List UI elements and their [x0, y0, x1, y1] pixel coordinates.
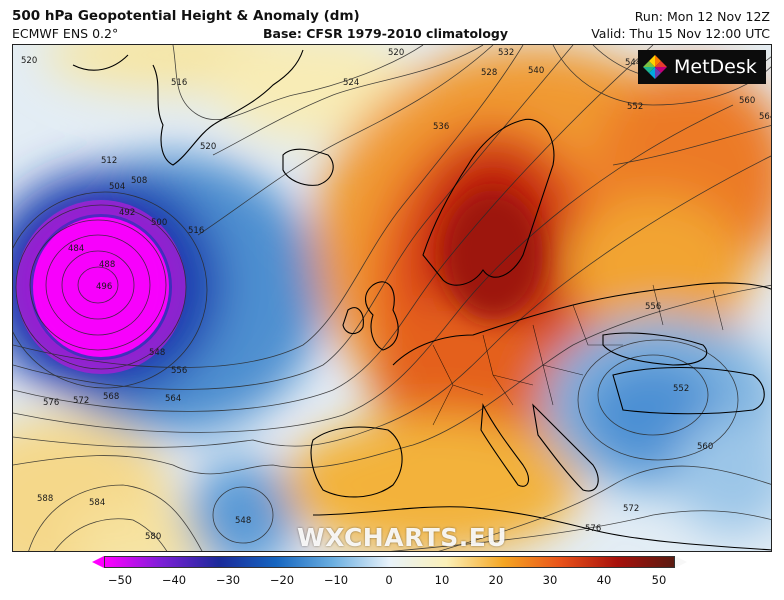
height-contours: [13, 45, 771, 551]
contour-label: 560: [697, 442, 713, 452]
contour-label: 484: [68, 244, 84, 254]
contour-label: 516: [188, 226, 204, 236]
colorbar-gradient: [104, 556, 675, 568]
contour-label: 552: [627, 102, 643, 112]
base-climatology-label: Base: CFSR 1979-2010 climatology: [263, 26, 509, 41]
wxcharts-watermark: WXCHARTS.EU: [297, 523, 508, 552]
contour-label: 580: [145, 532, 161, 542]
contour-label: 544: [625, 58, 641, 68]
run-time-label: Run: Mon 12 Nov 12Z: [634, 9, 770, 24]
contour-label: 568: [103, 392, 119, 402]
contour-label: 548: [149, 348, 165, 358]
contour-label: 556: [171, 366, 187, 376]
colorbar-tick: −20: [269, 573, 295, 587]
chart-title: 500 hPa Geopotential Height & Anomaly (d…: [12, 8, 360, 24]
contour-label: 564: [759, 112, 772, 122]
colorbar-tick: −40: [161, 573, 187, 587]
contour-label: 508: [131, 176, 147, 186]
low-core-rim: [16, 200, 186, 374]
contour-label: 512: [101, 156, 117, 166]
valid-time-label: Valid: Thu 15 Nov 12:00 UTC: [591, 26, 770, 41]
colorbar-tick: −30: [215, 573, 241, 587]
contour-label: 540: [528, 66, 544, 76]
colorbar-tick: 0: [385, 573, 393, 587]
contour-label: 524: [343, 78, 359, 88]
model-label: ECMWF ENS 0.2°: [12, 26, 119, 41]
contour-label: 492: [119, 208, 135, 218]
metdesk-logo-text: MetDesk: [674, 56, 757, 78]
colorbar-tick: −50: [107, 573, 133, 587]
metdesk-logo: MetDesk: [638, 50, 766, 84]
contour-label: 548: [235, 516, 251, 526]
colorbar-tick: 10: [434, 573, 450, 587]
contour-label: 572: [623, 504, 639, 514]
contour-label: 520: [388, 48, 404, 58]
contour-label: 556: [645, 302, 661, 312]
colorbar-tick: −10: [323, 573, 349, 587]
contour-label: 536: [433, 122, 449, 132]
metdesk-pinwheel-icon: [643, 55, 667, 79]
colorbar-tick: 50: [651, 573, 667, 587]
colorbar-tick: 20: [488, 573, 504, 587]
colorbar: [92, 556, 687, 570]
colorbar-tick: 40: [596, 573, 612, 587]
contour-label: 520: [21, 56, 37, 66]
contour-label: 588: [37, 494, 53, 504]
contour-labels: 520 516 520 520 524 528 532 536 540 544 …: [21, 48, 772, 542]
contour-label: 504: [109, 182, 125, 192]
contour-label: 576: [43, 398, 59, 408]
contour-label: 496: [96, 282, 112, 292]
contour-label: 572: [73, 396, 89, 406]
contour-label: 584: [89, 498, 105, 508]
contour-label: 500: [151, 218, 167, 228]
low-core-magenta: [33, 217, 169, 357]
country-borders: [432, 284, 724, 426]
contour-label: 560: [739, 96, 755, 106]
contour-label: 532: [498, 48, 514, 58]
colorbar-tick: 30: [542, 573, 558, 587]
contour-label: 520: [200, 142, 216, 152]
contour-label: 552: [673, 384, 689, 394]
map-panel: 520 516 520 520 524 528 532 536 540 544 …: [12, 44, 772, 552]
contour-label: 528: [481, 68, 497, 78]
anomaly-map: 520 516 520 520 524 528 532 536 540 544 …: [13, 45, 772, 551]
contour-label: 516: [171, 78, 187, 88]
colorbar-min-arrow: [92, 556, 104, 568]
contour-label: 488: [99, 260, 115, 270]
contour-label: 576: [585, 524, 601, 534]
colorbar-max-arrow: [675, 556, 687, 568]
contour-label: 564: [165, 394, 181, 404]
